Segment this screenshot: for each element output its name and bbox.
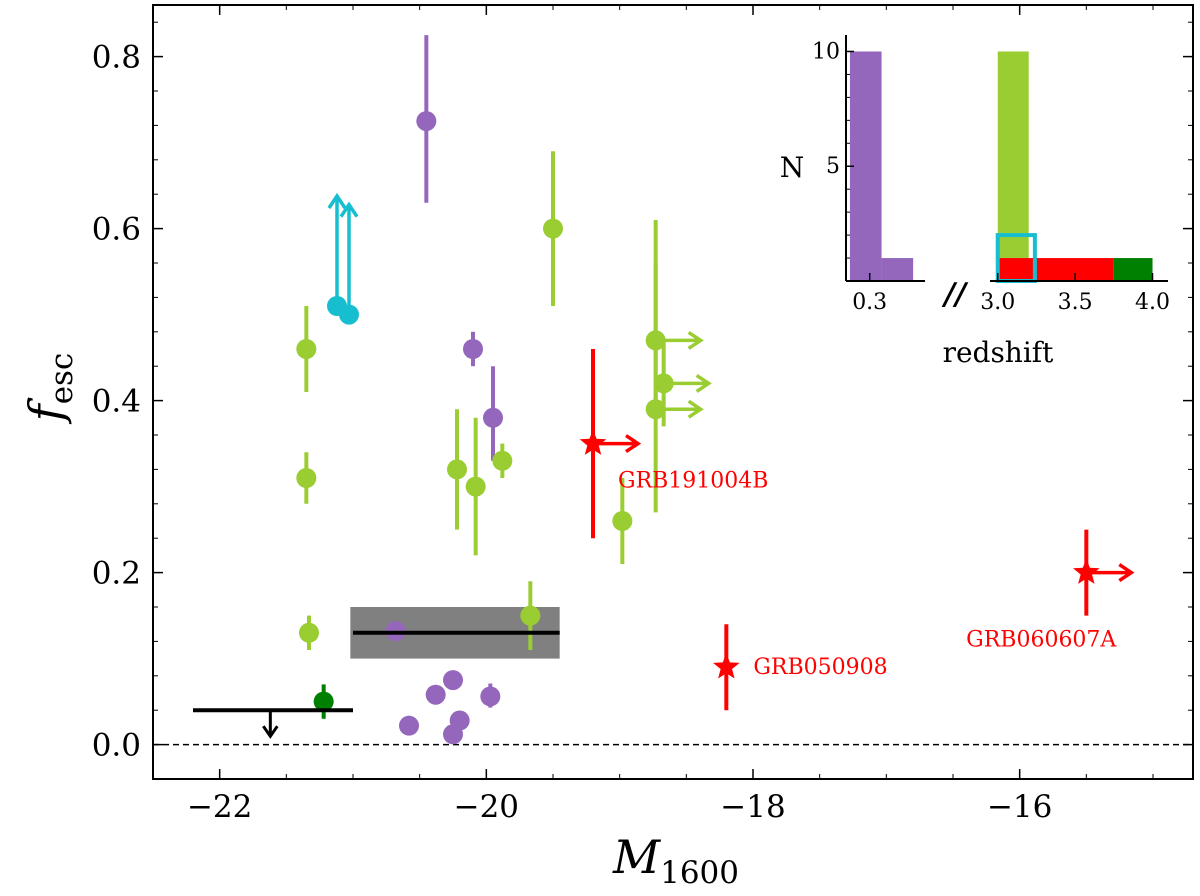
inset-y-axis-label: N bbox=[780, 151, 805, 184]
plot-frame bbox=[152, 4, 1194, 780]
point-red-0 bbox=[579, 349, 642, 539]
point-purple-6 bbox=[480, 683, 501, 708]
circle-marker bbox=[520, 605, 541, 626]
point-lightgreen-4 bbox=[465, 417, 486, 556]
y-axis-label-subscript: esc bbox=[44, 353, 80, 405]
y-tick-label: 0.0 bbox=[92, 728, 141, 764]
circle-marker bbox=[425, 684, 446, 705]
inset-histogram bbox=[845, 35, 1168, 284]
axes-layer bbox=[152, 4, 1194, 780]
x-tick-label: −20 bbox=[454, 789, 519, 825]
point-cyan-1 bbox=[339, 201, 359, 325]
point-lightgreen-5 bbox=[492, 443, 513, 478]
y-limit-arrow-head bbox=[327, 192, 347, 209]
inset-x-tick-label: 3.5 bbox=[1058, 290, 1093, 315]
point-lightgreen-7 bbox=[520, 581, 541, 650]
point-purple-2 bbox=[483, 366, 503, 461]
x-tick-label: −22 bbox=[187, 789, 252, 825]
x-tick-label: −18 bbox=[720, 789, 785, 825]
inset-right-bar-2 bbox=[1113, 258, 1153, 281]
inset-x-tick-label: 4.0 bbox=[1135, 290, 1170, 315]
inset-x-axis-label: redshift bbox=[943, 336, 1055, 369]
annotation-label: GRB191004B bbox=[618, 469, 768, 494]
point-purple-9 bbox=[443, 724, 463, 745]
inset-x-tick-label: 3.0 bbox=[980, 290, 1015, 315]
annotation-label: GRB060607A bbox=[966, 628, 1117, 653]
y-tick-label: 0.8 bbox=[92, 40, 141, 76]
circle-marker bbox=[443, 670, 463, 691]
point-lightgreen-10 bbox=[653, 340, 712, 427]
circle-marker bbox=[296, 468, 317, 488]
star-marker bbox=[1073, 558, 1100, 584]
point-purple-8 bbox=[399, 715, 419, 736]
circle-marker bbox=[543, 218, 563, 239]
point-lightgreen-8 bbox=[612, 478, 633, 564]
x-axis-label: M1600 bbox=[612, 830, 739, 891]
point-purple-4 bbox=[443, 670, 463, 691]
circle-marker bbox=[339, 304, 359, 325]
point-lightgreen-3 bbox=[447, 409, 467, 530]
circle-marker bbox=[612, 511, 633, 531]
x-axis-label-subscript: 1600 bbox=[660, 855, 739, 891]
inset-right-bar-1 bbox=[997, 258, 1114, 281]
circle-marker bbox=[483, 407, 503, 428]
point-red-1 bbox=[713, 624, 740, 711]
circle-marker bbox=[653, 373, 674, 394]
circle-marker bbox=[296, 339, 317, 359]
point-lightgreen-1 bbox=[296, 452, 317, 504]
x-limit-arrow-head bbox=[1118, 563, 1135, 583]
point-lightgreen-6 bbox=[543, 151, 563, 306]
point-lightgreen-2 bbox=[299, 615, 319, 650]
circle-marker bbox=[463, 339, 483, 359]
circle-marker bbox=[447, 459, 467, 480]
circle-marker bbox=[492, 450, 513, 471]
circle-marker bbox=[416, 111, 437, 132]
inset-left-bar-0 bbox=[849, 51, 882, 281]
inset-right-bar-0 bbox=[997, 51, 1029, 281]
point-lightgreen-11 bbox=[645, 220, 704, 513]
point-purple-1 bbox=[463, 331, 483, 367]
circle-marker bbox=[645, 399, 666, 420]
x-limit-arrow-head bbox=[687, 399, 704, 419]
x-limit-arrow-head bbox=[695, 373, 712, 393]
circle-marker bbox=[313, 691, 334, 712]
x-limit-arrow-head bbox=[687, 330, 704, 350]
x-limit-arrow-head bbox=[625, 434, 642, 454]
annotation-label: GRB050908 bbox=[753, 655, 887, 680]
x-tick-label: −16 bbox=[987, 789, 1052, 825]
inset-y-tick-label: 5 bbox=[826, 154, 840, 179]
circle-marker bbox=[465, 476, 486, 497]
inset-axis-break-marker: // bbox=[941, 277, 969, 312]
text-layer: GRB191004B GRB050908 GRB060607A −22 −20 −18 −1… bbox=[19, 39, 1170, 891]
y-limit-arrow-head bbox=[339, 201, 359, 218]
stack-upper-limit-arrow-head bbox=[262, 725, 279, 739]
star-marker bbox=[713, 653, 740, 679]
data-layer bbox=[153, 35, 1193, 746]
circle-marker bbox=[443, 724, 463, 745]
circle-marker bbox=[299, 622, 319, 643]
inset-x-tick-label: 0.3 bbox=[852, 290, 887, 315]
point-purple-0 bbox=[416, 35, 437, 203]
circle-marker bbox=[480, 686, 501, 707]
y-axis-label: fesc bbox=[19, 353, 80, 425]
inset-y-tick-label: 10 bbox=[812, 39, 840, 64]
inset-left-bar-1 bbox=[881, 258, 914, 281]
star-marker bbox=[579, 429, 607, 455]
point-red-2 bbox=[1073, 529, 1135, 616]
y-tick-label: 0.4 bbox=[92, 384, 141, 420]
y-tick-label: 0.6 bbox=[92, 212, 141, 248]
circle-marker bbox=[399, 715, 419, 736]
y-tick-label: 0.2 bbox=[92, 556, 141, 592]
point-lightgreen-0 bbox=[296, 306, 317, 392]
point-purple-5 bbox=[425, 684, 446, 705]
point-darkgreen-0 bbox=[313, 684, 334, 719]
